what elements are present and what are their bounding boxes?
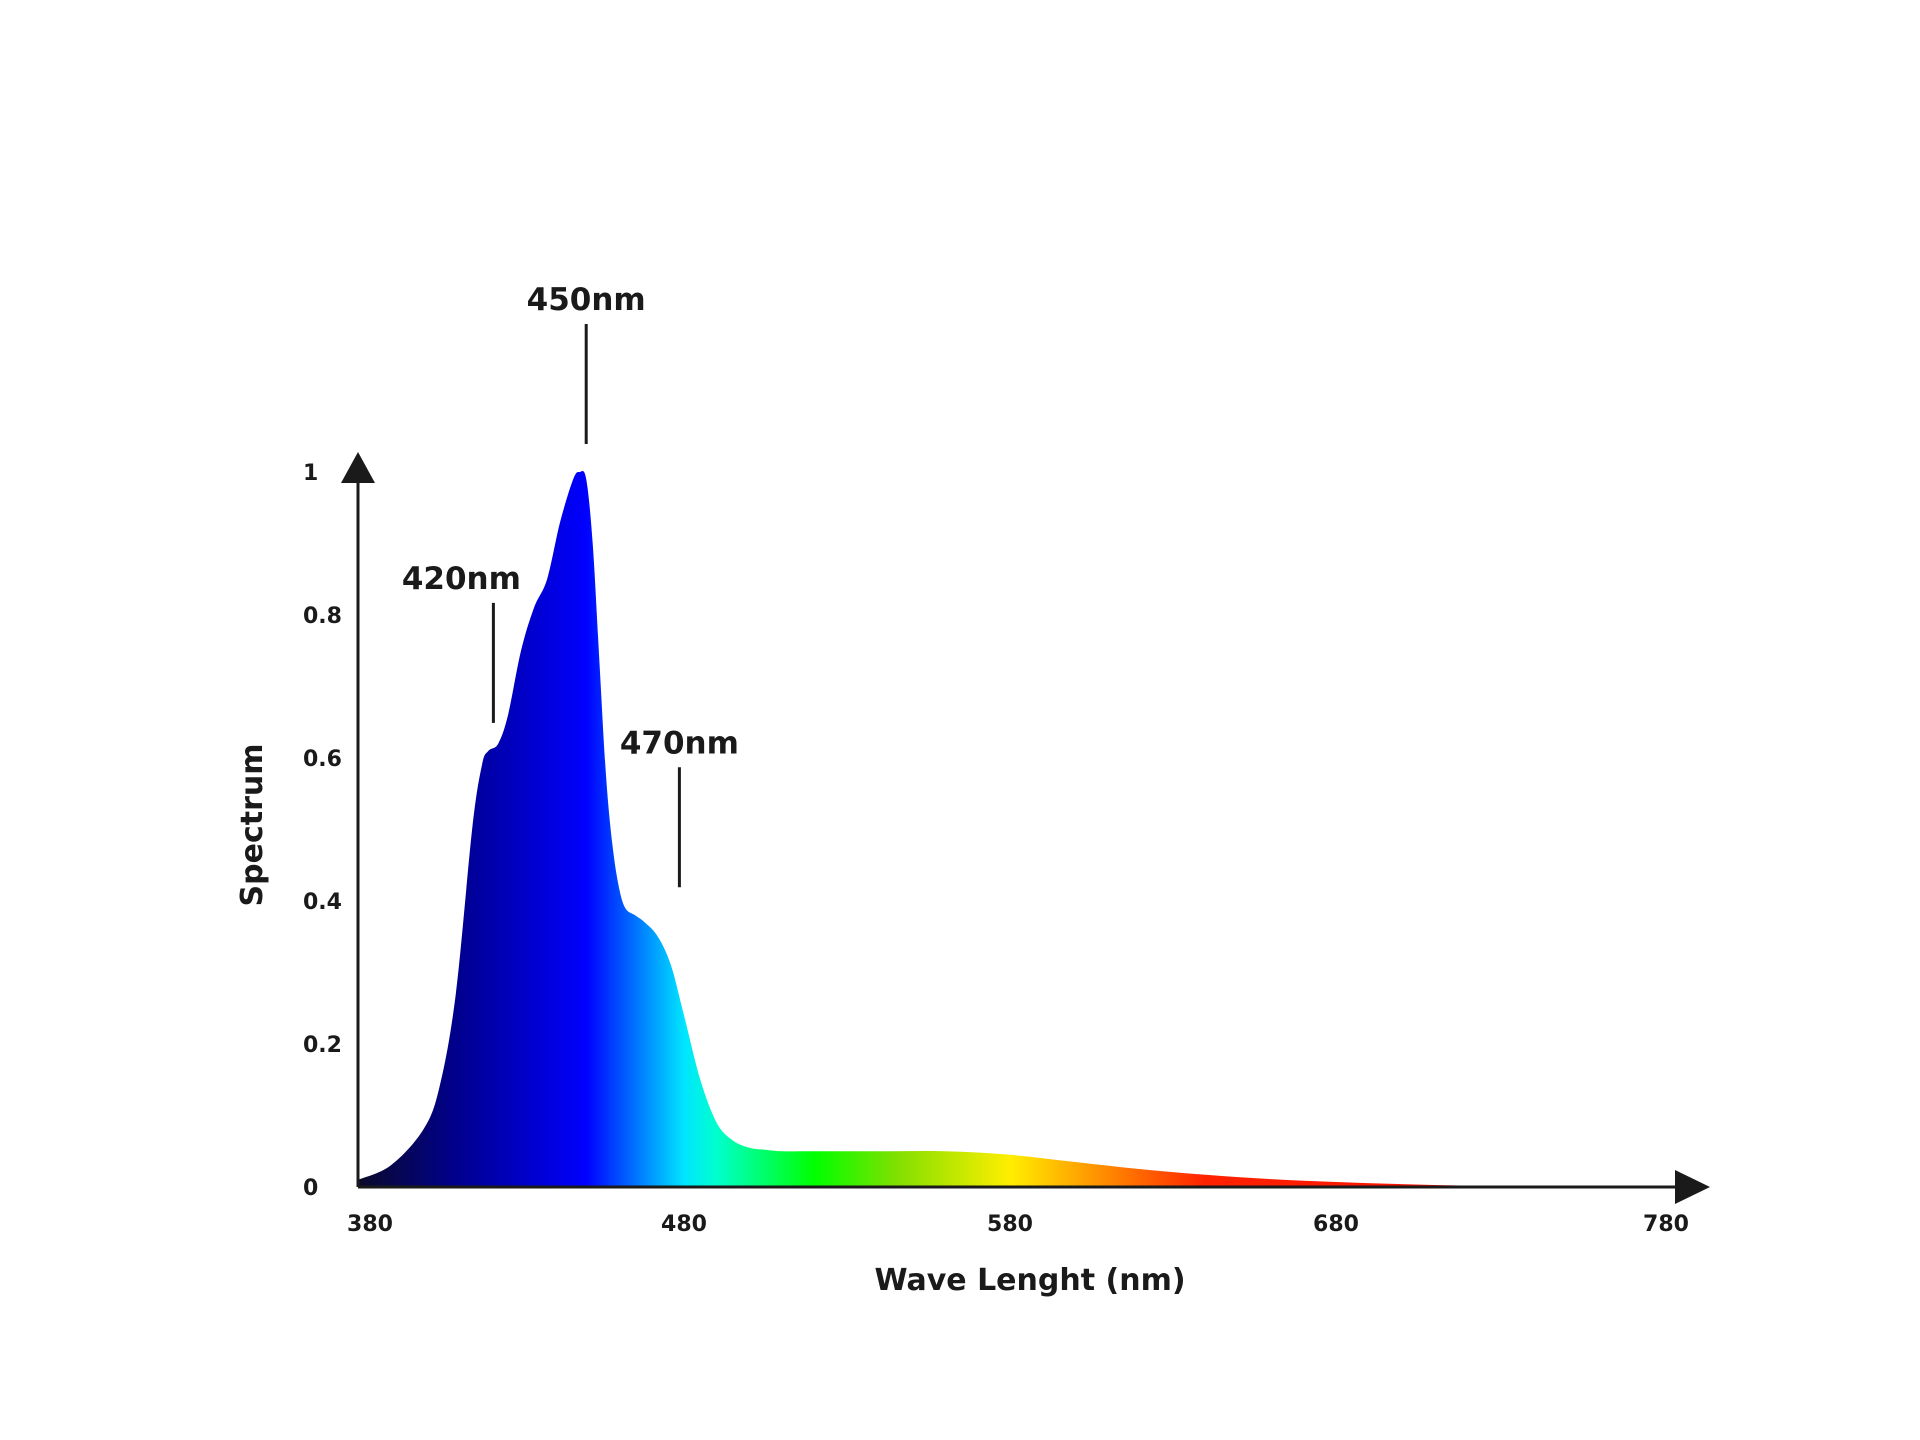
x-tick-label: 480 — [661, 1212, 707, 1237]
y-tick-label: 0 — [303, 1176, 318, 1201]
y-axis-label: Spectrum — [235, 744, 270, 907]
x-axis-arrow-icon — [1675, 1170, 1710, 1204]
spectrum-area-layer — [358, 471, 1662, 1187]
x-tick-label: 680 — [1313, 1212, 1359, 1237]
peak-label: 450nm — [527, 282, 646, 318]
y-tick-label: 0.8 — [303, 604, 342, 629]
y-axis-arrow-icon — [341, 452, 375, 483]
y-tick-label: 1 — [303, 461, 318, 486]
x-tick-label: 580 — [987, 1212, 1033, 1237]
tick-labels-layer: 380 480 580 680 780 0 0.2 0.4 0.6 0.8 1 — [303, 461, 1689, 1237]
peak-label: 470nm — [620, 725, 739, 761]
spectrum-area — [358, 471, 1662, 1187]
x-tick-label: 380 — [347, 1212, 393, 1237]
y-tick-label: 0.2 — [303, 1033, 342, 1058]
x-axis-label: Wave Lenght (nm) — [874, 1263, 1185, 1298]
y-tick-label: 0.4 — [303, 890, 342, 915]
axes-layer — [341, 452, 1710, 1204]
peak-label: 420nm — [402, 561, 521, 597]
peak-annotations-layer: 420nm 450nm 470nm — [402, 282, 739, 888]
x-tick-label: 780 — [1643, 1212, 1689, 1237]
y-tick-label: 0.6 — [303, 747, 342, 772]
